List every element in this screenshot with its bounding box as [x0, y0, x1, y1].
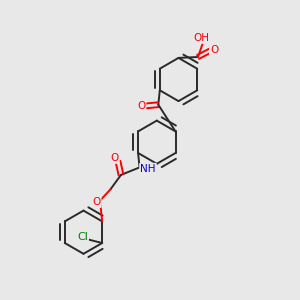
Text: O: O — [210, 45, 218, 55]
Text: Cl: Cl — [77, 232, 88, 242]
Text: OH: OH — [193, 33, 209, 43]
Text: O: O — [92, 197, 101, 207]
Text: O: O — [110, 153, 118, 163]
Text: O: O — [137, 101, 145, 111]
Text: NH: NH — [140, 164, 156, 174]
